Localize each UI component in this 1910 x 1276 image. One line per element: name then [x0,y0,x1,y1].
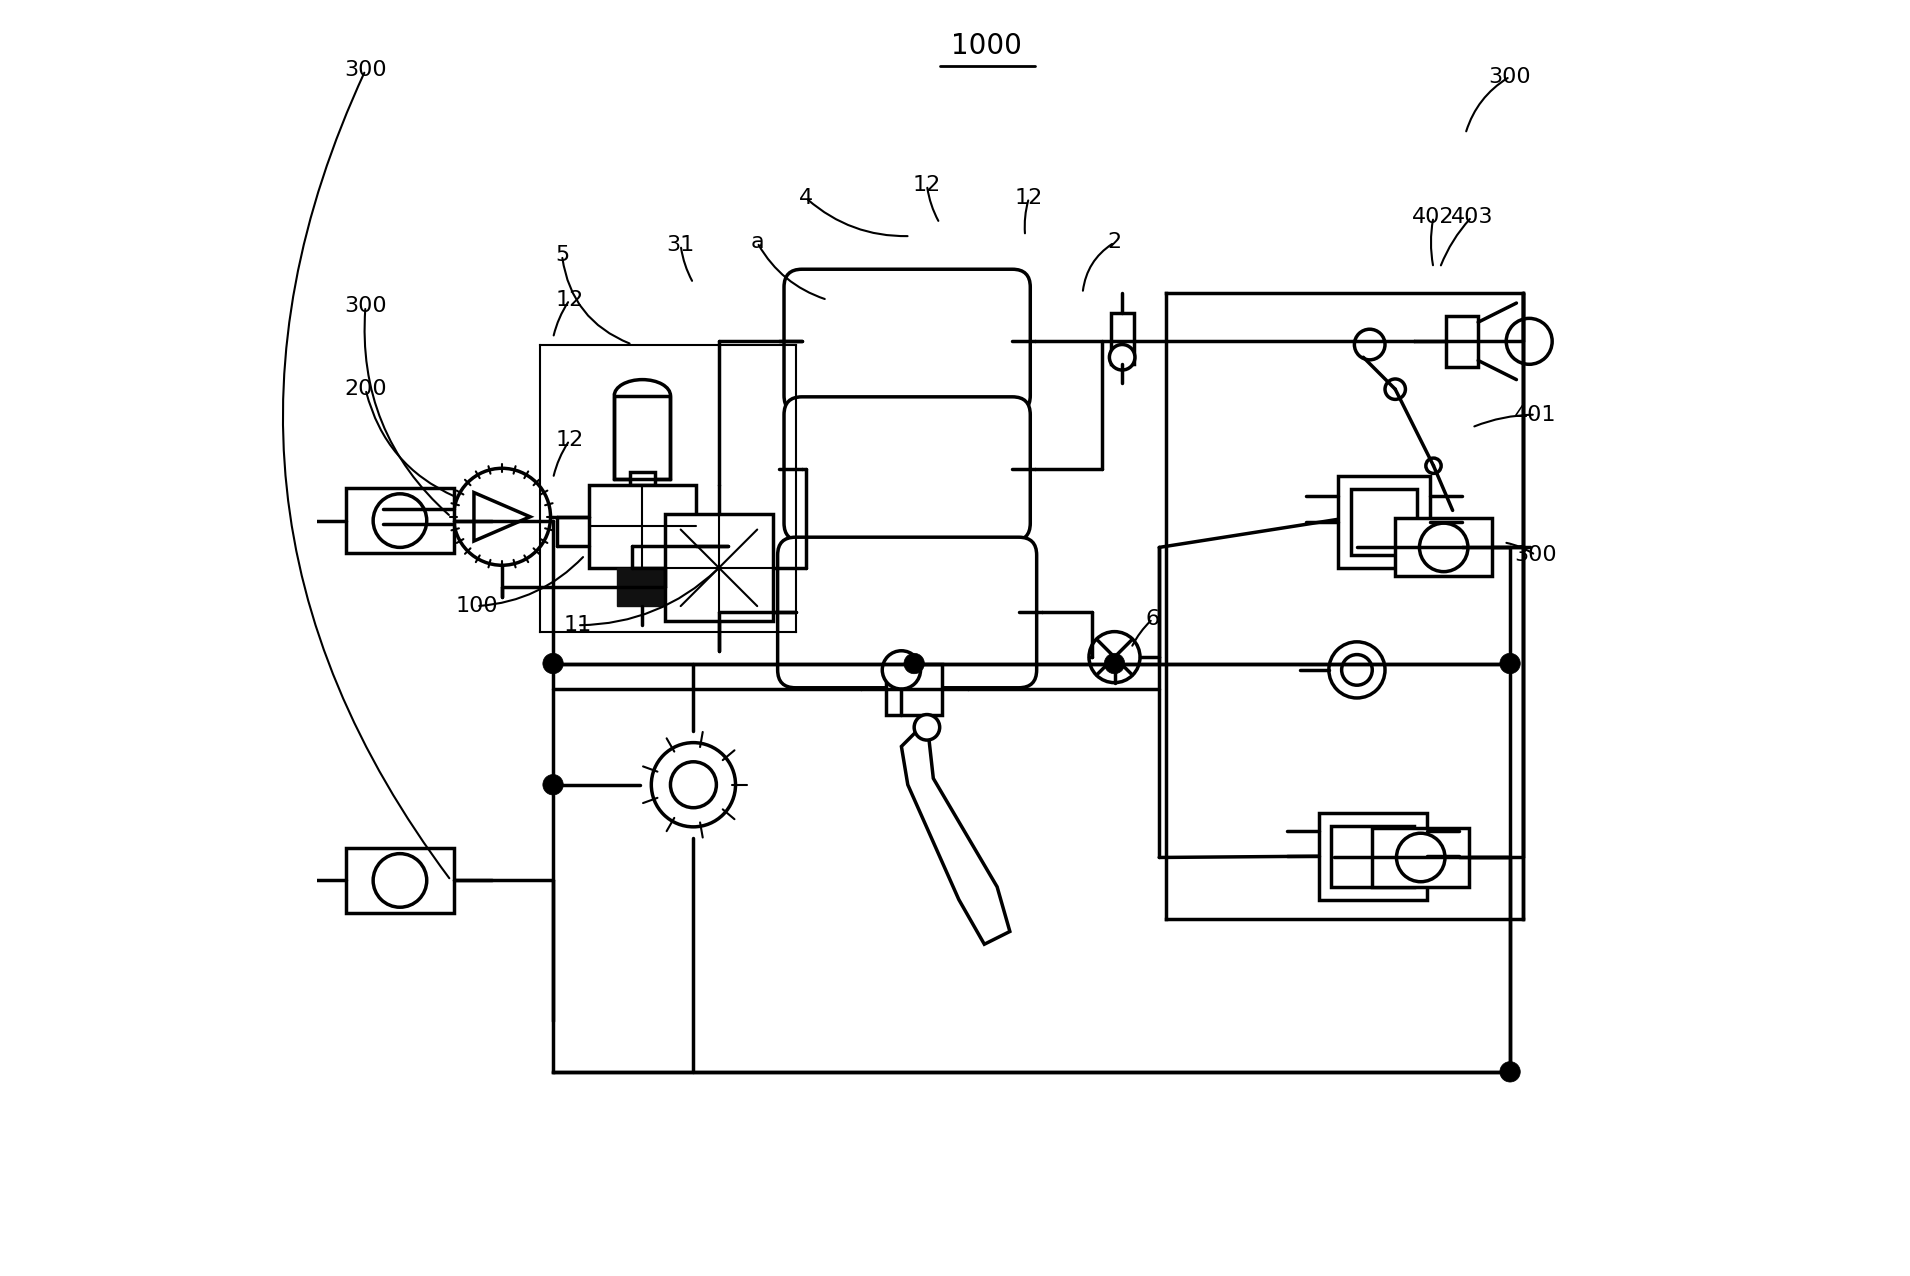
FancyBboxPatch shape [783,269,1029,413]
Circle shape [1427,458,1442,473]
Circle shape [915,715,940,740]
FancyBboxPatch shape [783,397,1029,541]
Text: 100: 100 [455,596,499,616]
Circle shape [1104,653,1125,674]
Text: 6: 6 [1146,609,1159,629]
Text: 5: 5 [556,245,569,265]
Text: 12: 12 [556,290,584,310]
Circle shape [903,653,924,674]
Bar [1112,313,1135,364]
Bar [588,485,695,568]
Circle shape [1341,655,1371,685]
Polygon shape [474,493,531,541]
Text: 401: 401 [1515,404,1557,425]
Text: 300: 300 [344,296,388,316]
Text: 1000: 1000 [951,32,1022,60]
Bar [1394,518,1492,577]
Text: 2: 2 [1108,232,1121,253]
Text: a: a [751,232,764,253]
Text: 300: 300 [1488,66,1532,87]
Bar [346,849,453,912]
Bar [1337,476,1431,568]
Polygon shape [902,721,1010,944]
Circle shape [1329,642,1385,698]
Circle shape [651,743,735,827]
Bar [665,514,772,621]
Circle shape [372,854,426,907]
FancyBboxPatch shape [777,537,1037,688]
Text: 402: 402 [1411,207,1455,227]
Circle shape [1089,632,1140,683]
Circle shape [1385,379,1406,399]
Bar [1331,826,1415,887]
Bar [617,568,668,606]
Bar [630,472,655,485]
Circle shape [542,653,563,674]
Circle shape [453,468,550,565]
Circle shape [542,775,563,795]
Bar [615,396,670,478]
Bar [1371,828,1469,887]
Circle shape [1419,523,1469,572]
Circle shape [1396,833,1446,882]
Circle shape [1354,329,1385,360]
Text: 300: 300 [344,60,388,80]
Bar [1350,489,1417,555]
Circle shape [1110,345,1135,370]
Text: 12: 12 [913,175,942,195]
Bar [1318,813,1427,900]
Text: 403: 403 [1450,207,1494,227]
Text: 11: 11 [563,615,592,635]
Text: 12: 12 [556,430,584,450]
Circle shape [1499,1062,1520,1082]
Bar [346,489,453,553]
Circle shape [882,651,921,689]
Circle shape [670,762,716,808]
Text: 300: 300 [1515,545,1557,565]
Text: 31: 31 [667,235,695,255]
Bar [1446,316,1478,367]
Circle shape [1499,653,1520,674]
Text: 12: 12 [1014,188,1043,208]
Circle shape [1507,319,1553,365]
Text: 200: 200 [344,379,388,399]
Bar [886,664,942,715]
Circle shape [372,494,426,547]
Text: 4: 4 [798,188,814,208]
